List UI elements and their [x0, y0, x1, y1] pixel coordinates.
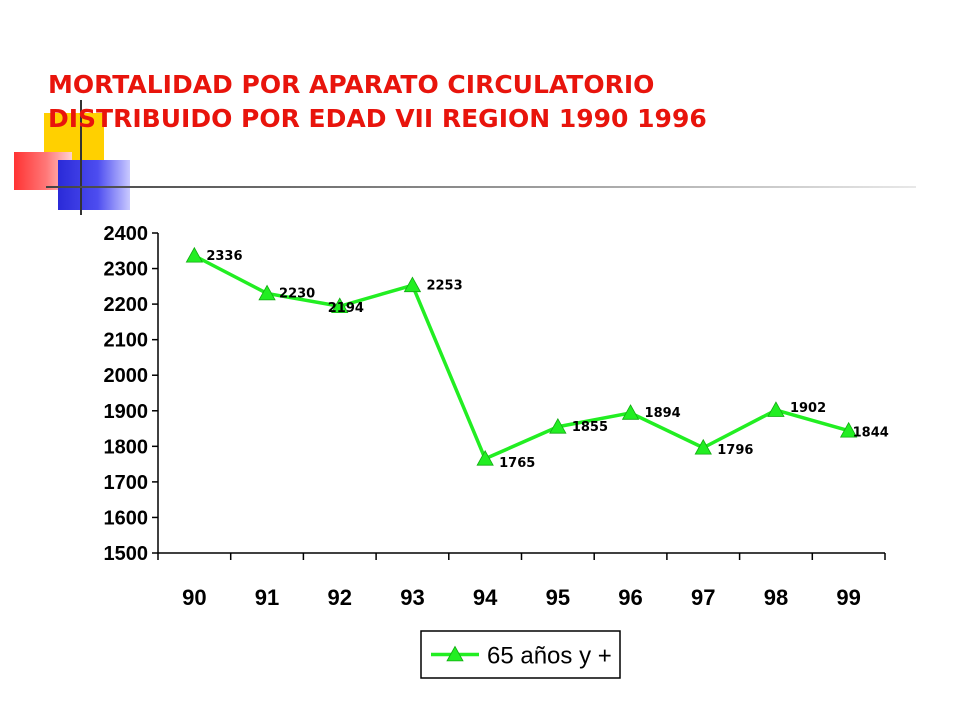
data-point-marker	[621, 404, 640, 420]
x-tick-label: 93	[400, 585, 424, 610]
data-label: 1765	[499, 456, 535, 471]
data-label: 1855	[572, 420, 608, 435]
data-label: 2194	[328, 301, 364, 316]
data-label: 1796	[717, 443, 753, 458]
y-tick-label: 2400	[104, 223, 149, 245]
x-tick-label: 91	[255, 585, 279, 610]
decoration-vertical-line	[80, 100, 82, 215]
y-axis-ticks: 1500 1600 1700 1800 1900 2000 2100 2200 2300 2400	[104, 223, 158, 565]
data-point-marker	[185, 246, 204, 263]
data-point-marker	[839, 421, 858, 438]
x-tick-label: 94	[473, 585, 498, 610]
y-tick-label: 2200	[104, 294, 149, 316]
x-tick-label: 96	[618, 585, 642, 610]
data-labels: 2336 2230 2194 2253 1765 1855 1894 1796 1902 1844	[206, 249, 888, 471]
series-line	[193, 254, 850, 461]
y-tick-label: 2000	[104, 365, 149, 387]
chart-axes	[157, 233, 885, 554]
data-label: 1894	[645, 406, 681, 421]
y-tick-label: 1600	[104, 507, 149, 529]
x-tick-label: 92	[328, 585, 352, 610]
data-label: 2336	[206, 249, 242, 264]
data-point-marker	[476, 449, 494, 466]
y-tick-label: 1900	[104, 401, 149, 423]
data-point-marker	[549, 417, 567, 434]
data-label: 2253	[426, 278, 462, 293]
decoration-horizontal-rule	[46, 186, 916, 188]
x-tick-label: 90	[182, 585, 206, 610]
y-tick-label: 2100	[104, 330, 149, 352]
data-label: 1844	[853, 426, 889, 441]
y-tick-label: 1500	[104, 543, 149, 565]
decoration-blue-square	[58, 160, 130, 210]
x-tick-label: 97	[691, 585, 715, 610]
x-axis-ticks: 90 91 92 93 94 95 96 97 98 99	[157, 553, 886, 610]
slide-title-line-1: MORTALIDAD POR APARATO CIRCULATORIO	[48, 70, 655, 99]
data-label: 1902	[790, 401, 826, 416]
x-tick-label: 98	[764, 585, 788, 610]
slide-title-line-2: DISTRIBUIDO POR EDAD VII REGION 1990 199…	[48, 104, 707, 133]
y-tick-label: 2300	[104, 259, 149, 281]
x-tick-label: 95	[546, 585, 570, 610]
data-point-marker	[767, 401, 785, 417]
chart-legend: 65 años y +	[420, 630, 621, 679]
y-tick-label: 1800	[104, 436, 149, 458]
legend-marker	[446, 645, 464, 662]
legend-label: 65 años y +	[487, 643, 612, 670]
data-point-marker	[331, 297, 349, 314]
data-point-marker	[258, 284, 276, 301]
data-label: 2230	[279, 286, 315, 301]
data-point-marker	[403, 276, 422, 293]
chart-series	[185, 246, 858, 466]
x-tick-label: 99	[836, 585, 860, 610]
y-tick-label: 1700	[104, 472, 149, 494]
data-point-marker	[694, 438, 712, 455]
slide-title: MORTALIDAD POR APARATO CIRCULATORIO DIST…	[48, 68, 707, 136]
